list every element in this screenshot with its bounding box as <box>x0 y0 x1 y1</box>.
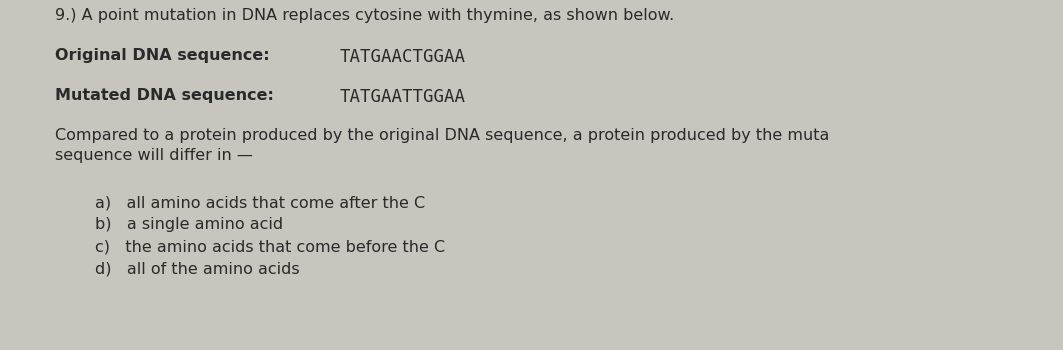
Text: Mutated DNA sequence:: Mutated DNA sequence: <box>55 88 274 103</box>
Text: b)   a single amino acid: b) a single amino acid <box>95 217 283 232</box>
Text: c)   the amino acids that come before the C: c) the amino acids that come before the … <box>95 239 445 254</box>
Text: 9.) A point mutation in DNA replaces cytosine with thymine, as shown below.: 9.) A point mutation in DNA replaces cyt… <box>55 8 674 23</box>
Text: d)   all of the amino acids: d) all of the amino acids <box>95 261 300 276</box>
Text: a)   all amino acids that come after the C: a) all amino acids that come after the C <box>95 195 425 210</box>
Text: TATGAACTGGAA: TATGAACTGGAA <box>340 48 466 66</box>
Text: TATGAATTGGAA: TATGAATTGGAA <box>340 88 466 106</box>
Text: Original DNA sequence:: Original DNA sequence: <box>55 48 270 63</box>
Text: sequence will differ in —: sequence will differ in — <box>55 148 253 163</box>
Text: Compared to a protein produced by the original DNA sequence, a protein produced : Compared to a protein produced by the or… <box>55 128 829 143</box>
